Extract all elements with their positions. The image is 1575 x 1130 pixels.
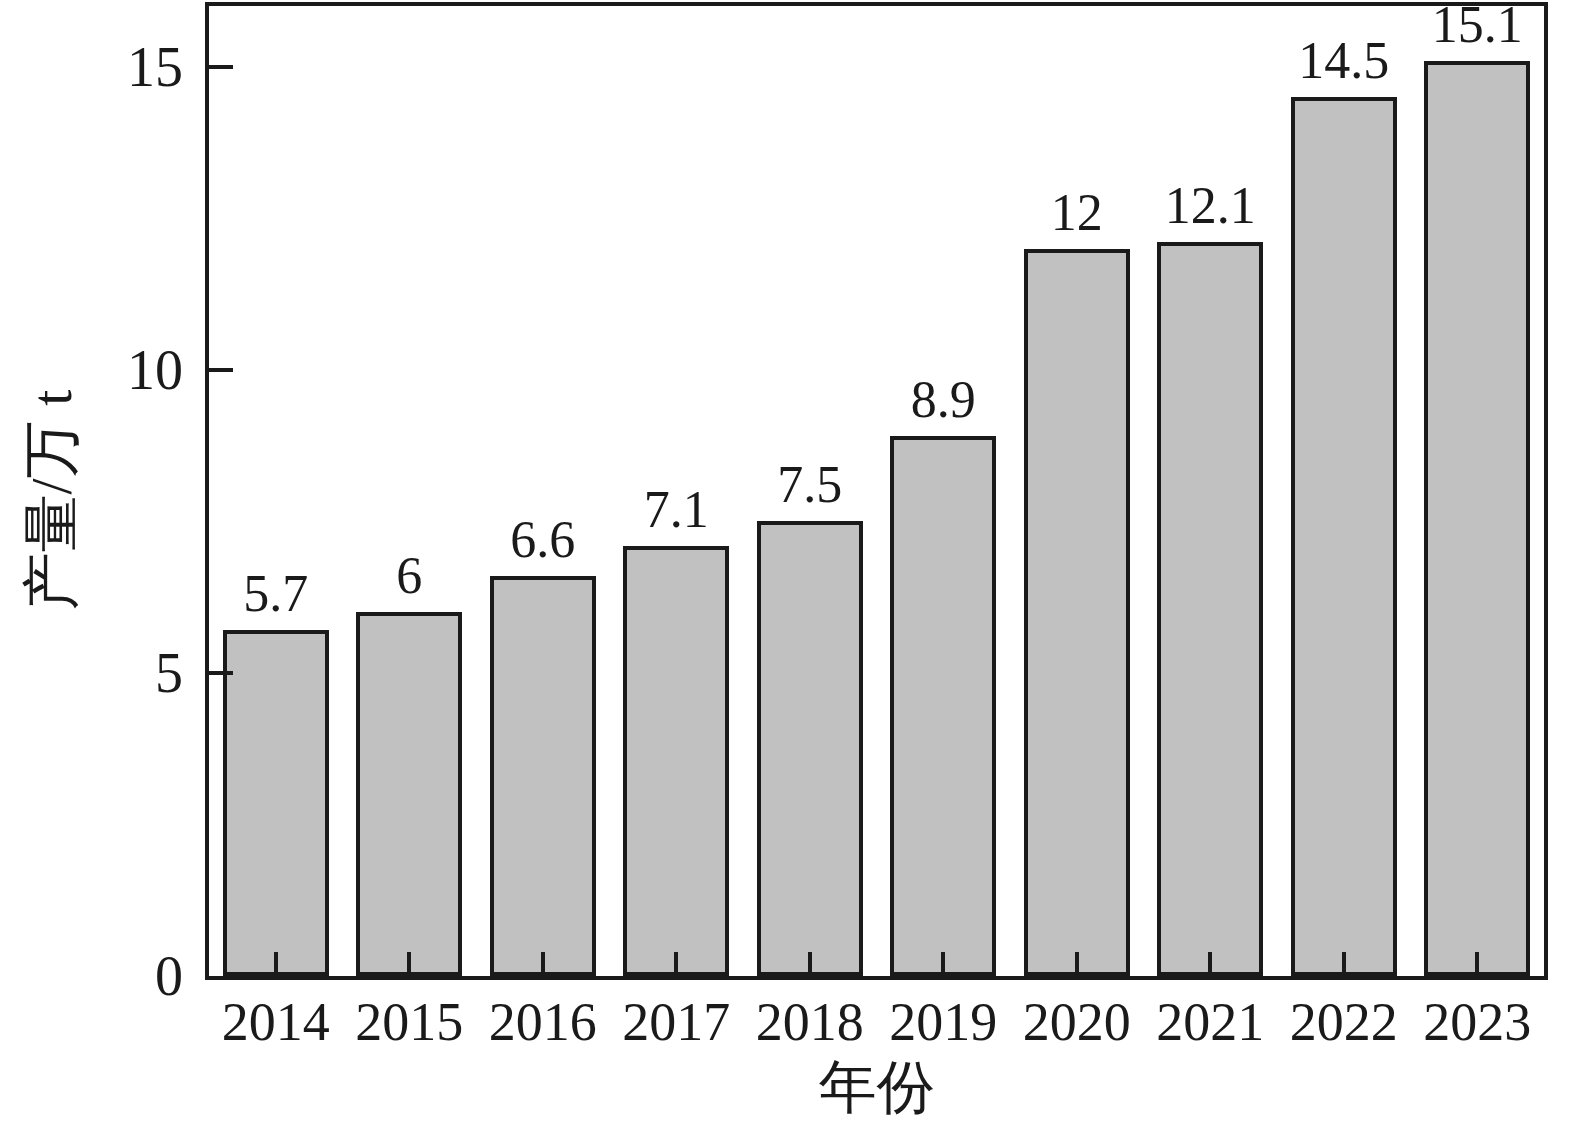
bar-value-label: 14.5 [1277,33,1411,89]
bar-value-label: 7.1 [610,482,744,538]
x-axis-tick [1342,952,1346,976]
bar-value-label: 6 [343,548,477,604]
bar-2023 [1424,61,1530,976]
x-axis-tick [808,952,812,976]
x-axis-tick [1075,952,1079,976]
plot-area: 5.766.67.17.58.9 1212.1 14.515.1 [205,2,1548,980]
y-tick-label: 0 [33,945,183,1007]
bar-2016 [490,576,596,976]
x-tick-label: 2023 [1397,992,1557,1052]
bar-value-label: 6.6 [476,512,610,568]
y-tick-label: 15 [33,36,183,98]
x-axis-tick [407,952,411,976]
bar-value-label: 7.5 [743,457,877,513]
x-axis-tick [941,952,945,976]
x-axis-title: 年份 [209,1056,1544,1120]
y-axis-tick [209,368,233,372]
bar-value-label: 5.7 [209,566,343,622]
y-axis-tick [209,65,233,69]
bar-2018 [757,521,863,976]
bar-2022 [1291,97,1397,976]
bar-chart-figure: 产量/万 t 5.766.67.17.58.91212.114.515.1 20… [0,0,1575,1130]
bar-2019 [890,436,996,976]
bar-2015 [356,612,462,976]
x-axis-tick [541,952,545,976]
bar-value-label: 8.9 [877,372,1011,428]
y-tick-label: 5 [33,642,183,704]
bar-value-label: 12 [1010,185,1144,241]
bar-2014 [223,630,329,976]
x-axis-tick [1208,952,1212,976]
bar-2020 [1024,249,1130,977]
x-axis-tick [274,952,278,976]
bar-value-label: 15.1 [1411,0,1545,53]
x-axis-tick [674,952,678,976]
y-axis-tick [209,671,233,675]
y-tick-label: 10 [33,339,183,401]
bar-2017 [623,546,729,976]
bar-value-label: 12.1 [1144,178,1278,234]
bar-2021 [1157,242,1263,976]
x-axis-tick [1475,952,1479,976]
